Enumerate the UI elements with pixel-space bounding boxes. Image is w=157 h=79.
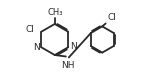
Text: Cl: Cl — [108, 13, 116, 22]
Text: Cl: Cl — [25, 25, 34, 34]
Text: N: N — [70, 42, 76, 51]
Text: NH: NH — [61, 61, 75, 70]
Text: N: N — [33, 43, 40, 52]
Text: CH₃: CH₃ — [48, 8, 63, 17]
